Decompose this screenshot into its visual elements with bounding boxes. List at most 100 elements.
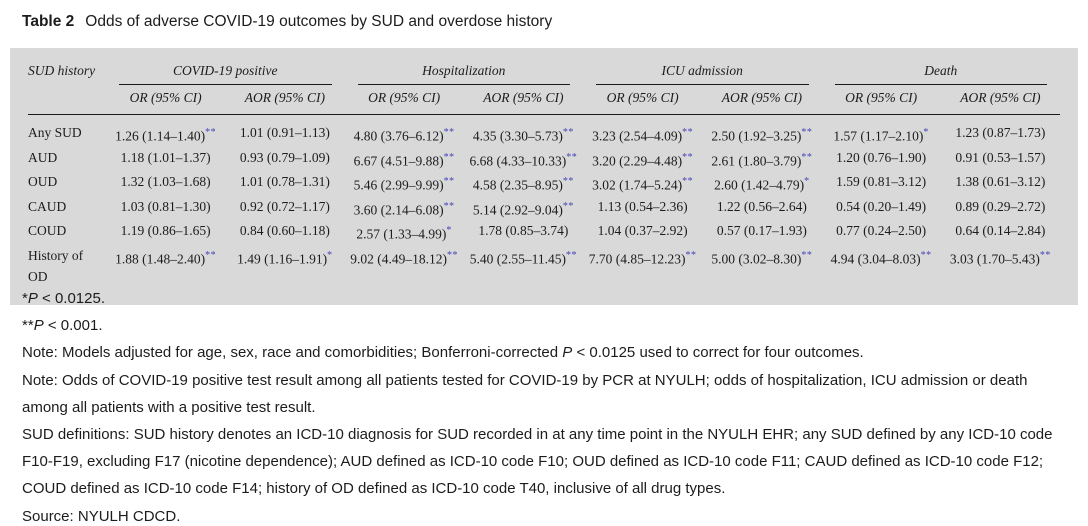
significance-asterisk: ** bbox=[562, 200, 574, 212]
significance-asterisk: * bbox=[327, 249, 333, 261]
significance-asterisk: * bbox=[923, 127, 929, 138]
footnote-italic-segment: P bbox=[562, 344, 573, 362]
odds-ratio-cell: 1.01 (0.91–1.13) bbox=[225, 115, 344, 147]
odds-ratio-value: 2.60 (1.42–4.79) bbox=[714, 177, 805, 193]
footnote-italic-segment: P bbox=[33, 317, 44, 335]
footnotes-block: *P < 0.0125. **P < 0.001. Note: Models adj… bbox=[22, 285, 1068, 526]
footnote-segment: < 0.0125. bbox=[37, 290, 106, 307]
odds-ratio-cell: 1.78 (0.85–3.74) bbox=[464, 220, 583, 245]
odds-ratio-cell: 1.38 (0.61–3.12) bbox=[941, 171, 1060, 196]
significance-asterisk: * bbox=[446, 225, 452, 236]
group-header-label: COVID-19 positive bbox=[119, 61, 332, 85]
odds-table-container: SUD history COVID-19 positive Hospitaliza… bbox=[10, 48, 1078, 305]
odds-ratio-value: 3.02 (1.74–5.24) bbox=[592, 177, 683, 193]
odds-ratio-value: 9.02 (4.49–18.12) bbox=[350, 251, 447, 266]
odds-table: SUD history COVID-19 positive Hospitaliza… bbox=[28, 61, 1060, 287]
table-row: History of OD 1.88 (1.48–2.40)** 1.49 (1.1… bbox=[28, 245, 1060, 287]
group-header-row: SUD history COVID-19 positive Hospitaliza… bbox=[28, 61, 1061, 115]
odds-ratio-cell: 3.60 (2.14–6.08)** bbox=[345, 196, 464, 221]
odds-ratio-cell: 1.32 (1.03–1.68) bbox=[106, 171, 225, 196]
odds-ratio-value: 2.57 (1.33–4.99) bbox=[356, 226, 447, 242]
odds-ratio-value: 1.26 (1.14–1.40) bbox=[115, 128, 206, 144]
row-label: CAUD bbox=[28, 198, 67, 214]
odds-ratio-cell: 1.23 (0.87–1.73) bbox=[941, 115, 1060, 147]
odds-ratio-cell: 6.67 (4.51–9.88)** bbox=[345, 147, 464, 172]
odds-ratio-cell: 4.80 (3.76–6.12)** bbox=[345, 115, 464, 147]
footnote-line: SUD definitions: SUD history denotes an … bbox=[22, 421, 1068, 503]
odds-ratio-value: 3.20 (2.29–4.48) bbox=[592, 153, 683, 168]
odds-ratio-value: 1.18 (1.01–1.37) bbox=[120, 149, 211, 165]
significance-asterisk: * bbox=[804, 176, 810, 187]
subheader-row: OR (95% CI) AOR (95% CI) OR (95% CI) AOR (9… bbox=[28, 85, 1060, 115]
odds-ratio-value: 0.54 (0.20–1.49) bbox=[836, 198, 927, 214]
footnote-segment: Note: Models adjusted for age, sex, race… bbox=[22, 344, 563, 362]
odds-ratio-value: 0.92 (0.72–1.17) bbox=[239, 198, 330, 214]
odds-ratio-value: 1.13 (0.54–2.36) bbox=[597, 198, 688, 214]
odds-ratio-cell: 1.18 (1.01–1.37) bbox=[106, 147, 225, 172]
table-row: AUD 1.18 (1.01–1.37) 0.93 (0.79–1.09) 6.67 … bbox=[28, 147, 1060, 172]
row-label: Any SUD bbox=[28, 125, 82, 140]
row-label: History of OD bbox=[28, 247, 84, 284]
table-row: COUD 1.19 (0.86–1.65) 0.84 (0.60–1.18) 2.57… bbox=[28, 220, 1060, 245]
odds-ratio-cell: 2.60 (1.42–4.79)* bbox=[702, 171, 821, 196]
odds-ratio-cell: 5.14 (2.92–9.04)** bbox=[464, 196, 583, 221]
significance-asterisk: ** bbox=[443, 200, 455, 212]
subheader-or: OR (95% CI) bbox=[583, 85, 703, 115]
footnote-segment: Note: Odds of COVID-19 positive test res… bbox=[22, 371, 1028, 416]
odds-ratio-cell: 0.84 (0.60–1.18) bbox=[225, 220, 344, 245]
odds-ratio-cell: 7.70 (4.85–12.23)** bbox=[583, 245, 702, 287]
odds-ratio-cell: 2.50 (1.92–3.25)** bbox=[702, 115, 821, 147]
subheader-aor: AOR (95% CI) bbox=[940, 85, 1060, 115]
odds-ratio-cell: 9.02 (4.49–18.12)** bbox=[345, 245, 464, 287]
odds-ratio-cell: 5.46 (2.99–9.99)** bbox=[345, 171, 464, 196]
significance-asterisk: ** bbox=[566, 151, 578, 163]
significance-asterisk: ** bbox=[801, 127, 813, 138]
odds-ratio-cell: 6.68 (4.33–10.33)** bbox=[464, 147, 583, 172]
odds-ratio-cell: 2.57 (1.33–4.99)* bbox=[345, 220, 464, 245]
row-label: COUD bbox=[28, 223, 67, 238]
odds-ratio-value: 3.60 (2.14–6.08) bbox=[353, 202, 444, 217]
odds-ratio-value: 0.77 (0.24–2.50) bbox=[836, 223, 927, 238]
odds-ratio-cell: 0.57 (0.17–1.93) bbox=[702, 220, 821, 245]
odds-ratio-cell: 2.61 (1.80–3.79)** bbox=[702, 147, 821, 172]
odds-ratio-cell: 1.22 (0.56–2.64) bbox=[702, 196, 821, 221]
significance-asterisk: ** bbox=[920, 249, 932, 261]
odds-ratio-cell: 1.13 (0.54–2.36) bbox=[583, 196, 702, 221]
odds-ratio-cell: 1.49 (1.16–1.91)* bbox=[225, 245, 344, 287]
significance-asterisk: ** bbox=[205, 127, 217, 138]
group-header-hospitalization: Hospitalization bbox=[345, 61, 584, 85]
table-number: Table 2 bbox=[22, 13, 75, 30]
odds-ratio-cell: 1.20 (0.76–1.90) bbox=[822, 147, 941, 172]
odds-ratio-value: 1.20 (0.76–1.90) bbox=[836, 149, 927, 165]
table-header: SUD history COVID-19 positive Hospitaliza… bbox=[28, 61, 1060, 115]
odds-ratio-cell: 4.94 (3.04–8.03)** bbox=[822, 245, 941, 287]
odds-ratio-value: 5.14 (2.92–9.04) bbox=[472, 202, 563, 217]
odds-ratio-value: 4.80 (3.76–6.12) bbox=[353, 128, 444, 144]
odds-ratio-cell: 4.35 (3.30–5.73)** bbox=[464, 115, 583, 147]
subheader-aor: AOR (95% CI) bbox=[702, 85, 822, 115]
odds-ratio-value: 1.88 (1.48–2.40) bbox=[115, 251, 206, 266]
significance-asterisk: ** bbox=[205, 249, 217, 261]
group-header-death: Death bbox=[822, 61, 1061, 85]
odds-ratio-cell: 3.03 (1.70–5.43)** bbox=[941, 245, 1060, 287]
group-header-icu-admission: ICU admission bbox=[583, 61, 822, 85]
odds-ratio-value: 1.32 (1.03–1.68) bbox=[120, 174, 211, 189]
odds-ratio-cell: 0.92 (0.72–1.17) bbox=[225, 196, 344, 221]
odds-ratio-value: 1.19 (0.86–1.65) bbox=[120, 223, 211, 238]
odds-ratio-value: 1.03 (0.81–1.30) bbox=[120, 198, 211, 214]
table-title-text: Odds of adverse COVID-19 outcomes by SUD… bbox=[85, 13, 553, 30]
odds-ratio-value: 0.84 (0.60–1.18) bbox=[239, 223, 330, 238]
significance-asterisk: ** bbox=[682, 127, 694, 138]
odds-ratio-value: 5.46 (2.99–9.99) bbox=[353, 177, 444, 193]
odds-ratio-value: 2.50 (1.92–3.25) bbox=[711, 128, 802, 144]
subheader-or: OR (95% CI) bbox=[106, 85, 226, 115]
subheader-aor: AOR (95% CI) bbox=[225, 85, 345, 115]
subheader-or: OR (95% CI) bbox=[821, 85, 941, 115]
odds-ratio-value: 6.67 (4.51–9.88) bbox=[353, 153, 444, 168]
significance-asterisk: ** bbox=[443, 151, 455, 163]
subheader-aor: AOR (95% CI) bbox=[463, 85, 583, 115]
odds-ratio-cell: 0.77 (0.24–2.50) bbox=[822, 220, 941, 245]
odds-ratio-cell: 0.91 (0.53–1.57) bbox=[941, 147, 1060, 172]
group-header-label: ICU admission bbox=[596, 61, 809, 85]
footnote-segment: < 0.0125 used to correct for four outcom… bbox=[572, 344, 864, 362]
